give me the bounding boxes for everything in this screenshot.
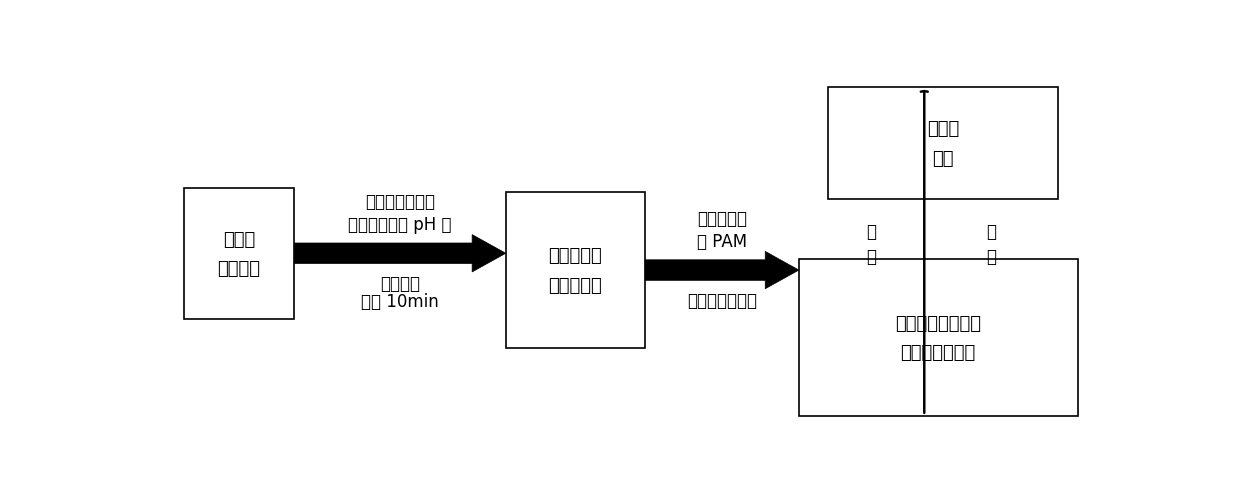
Bar — [799, 259, 1078, 416]
Bar — [506, 192, 645, 349]
Polygon shape — [294, 235, 506, 272]
Text: 清净汁
滤泥: 清净汁 滤泥 — [926, 120, 960, 167]
Text: 持续搅拌: 持续搅拌 — [379, 274, 420, 292]
Text: 或 PAM: 或 PAM — [697, 232, 746, 250]
Text: 沉
降: 沉 降 — [867, 223, 877, 266]
Text: 再用石灰乳调 pH 值: 再用石灰乳调 pH 值 — [348, 215, 451, 233]
Text: 絮
凝: 絮 凝 — [987, 223, 997, 266]
Bar — [184, 189, 294, 319]
Text: 反应 10min: 反应 10min — [361, 293, 439, 311]
Text: 氢氧化镁和
糖汁混合液: 氢氧化镁和 糖汁混合液 — [548, 247, 603, 294]
Text: 赤砂糖
回溶糖浆: 赤砂糖 回溶糖浆 — [217, 230, 260, 277]
Text: 氢氧化镁、聚硅酸
锌和糖汁混合液: 氢氧化镁、聚硅酸 锌和糖汁混合液 — [895, 314, 981, 361]
Text: 加聚硅酸锌: 加聚硅酸锌 — [697, 210, 746, 227]
Text: 用不同速度搅拌: 用不同速度搅拌 — [687, 291, 756, 309]
Bar — [828, 88, 1058, 200]
Polygon shape — [645, 252, 799, 289]
Text: 先加水溶性镁盐: 先加水溶性镁盐 — [365, 193, 435, 211]
